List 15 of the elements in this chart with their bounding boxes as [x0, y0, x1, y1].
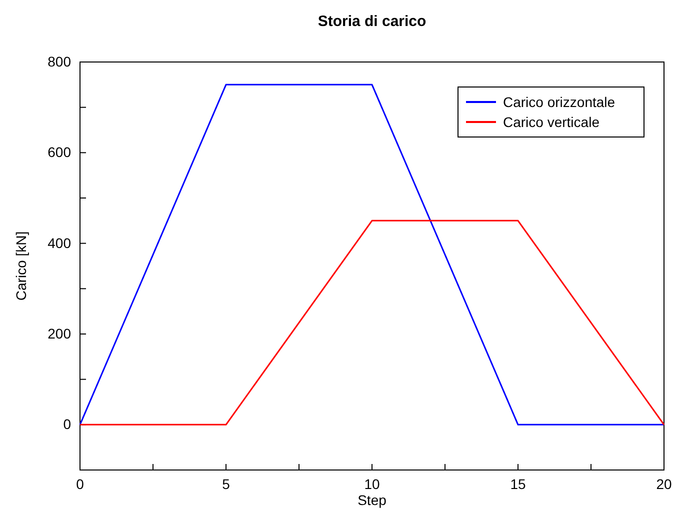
y-axis-title: Carico [kN]: [13, 231, 29, 301]
x-tick-label: 5: [222, 476, 230, 492]
legend-label: Carico verticale: [503, 114, 600, 130]
y-tick-label: 200: [48, 325, 72, 342]
chart-title: Storia di carico: [318, 13, 426, 30]
y-tick-label: 600: [48, 144, 72, 160]
x-tick-label: 0: [76, 476, 84, 492]
y-tick-label: 0: [63, 416, 72, 432]
y-tick-label: 400: [48, 234, 72, 251]
x-tick-label: 10: [364, 476, 380, 492]
x-axis-title: Step: [358, 492, 387, 508]
x-tick-label: 15: [510, 476, 526, 492]
legend-label: Carico orizzontale: [503, 94, 616, 110]
x-tick-label: 20: [656, 476, 672, 492]
y-tick-label: 800: [48, 53, 72, 70]
